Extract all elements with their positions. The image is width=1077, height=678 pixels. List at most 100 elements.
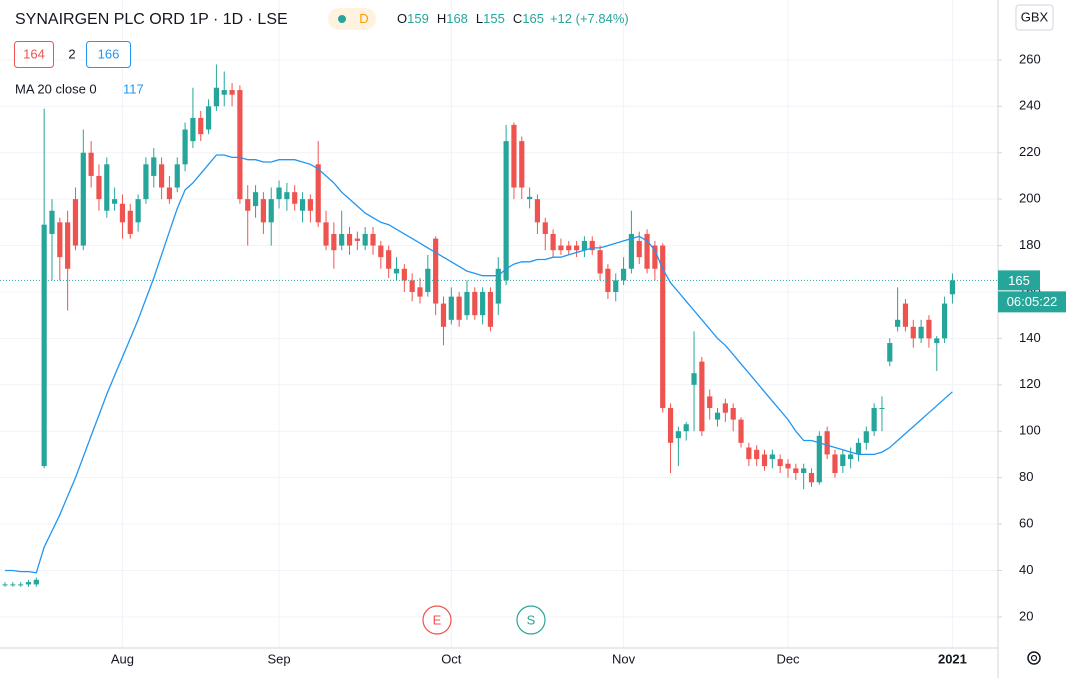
candle-body (18, 584, 24, 586)
candle-body (644, 233, 650, 269)
last-price-label: 165 (1008, 273, 1030, 288)
candle-body (824, 431, 830, 455)
ohlc-label: H (437, 11, 446, 26)
candle-body (707, 396, 713, 409)
candle-body (346, 233, 353, 246)
candle-body (25, 582, 32, 585)
candle-body (754, 449, 760, 460)
candle-body (895, 319, 901, 327)
candle-body (910, 326, 916, 339)
countdown: 06:05:22 (1007, 294, 1058, 309)
candle-body (738, 419, 744, 443)
currency-box[interactable] (1015, 4, 1054, 31)
candle-body (276, 187, 282, 200)
candle-body (942, 303, 948, 339)
x-tick-label: Sep (267, 651, 290, 666)
y-tick-label: 40 (1019, 562, 1033, 577)
event-marker[interactable]: S (516, 605, 546, 635)
candle-body (331, 233, 337, 251)
candle-body (299, 199, 306, 211)
bid-box[interactable] (14, 41, 54, 68)
ohlc-value: 155 (483, 11, 505, 26)
candle-body (88, 152, 94, 176)
candle-body (198, 117, 204, 135)
candle-body (425, 268, 431, 292)
settings-icon[interactable] (1027, 651, 1041, 665)
candle-body (605, 268, 611, 292)
candle-body (393, 268, 400, 274)
gear-hub (1030, 654, 1038, 662)
candle-body (190, 117, 196, 142)
candle-body (245, 199, 251, 211)
candle-body (354, 238, 360, 241)
candle-body (33, 579, 39, 585)
candle-body (949, 280, 956, 295)
candle-body (487, 291, 494, 327)
candle-body (534, 199, 541, 223)
candle-body (440, 303, 447, 327)
badge-bg (328, 8, 376, 30)
candle-body (660, 245, 666, 409)
candle-body (832, 454, 838, 474)
countdown-box (998, 291, 1066, 313)
candle-body (597, 250, 603, 274)
y-tick-label: 140 (1019, 330, 1041, 345)
ask-box[interactable] (86, 41, 131, 68)
x-tick-label: Oct (441, 651, 462, 666)
candle-body (887, 343, 893, 362)
ohlc-value: 159 (407, 11, 429, 26)
event-label: E (433, 612, 442, 627)
candle-body (558, 245, 564, 251)
candle-body (620, 268, 627, 281)
candle-body (378, 245, 384, 258)
spread: 2 (68, 46, 75, 61)
candle-body (174, 164, 180, 188)
candle-body (848, 454, 854, 460)
header: SYNAIRGEN PLC ORD 1P · 1D · LSE D O159 H1… (14, 8, 629, 96)
candle-body (10, 584, 16, 586)
candle-body (221, 90, 227, 95)
candle-body (80, 152, 86, 246)
last-price-box (998, 270, 1040, 291)
candle-body (863, 431, 869, 443)
candle-body (456, 296, 462, 320)
candle-body (57, 222, 63, 258)
candle-body (808, 473, 815, 483)
candle-body (119, 203, 126, 223)
candle-body (237, 90, 243, 200)
candle-body (519, 141, 525, 188)
candle-body (801, 468, 807, 474)
y-tick-label: 120 (1019, 376, 1041, 391)
ohlc-legend: O159 H168 L155 C165 +12 (+7.84%) (397, 11, 629, 26)
event-label: S (527, 612, 536, 627)
event-marker[interactable]: E (422, 605, 452, 635)
y-tick-label: 20 (1019, 608, 1033, 623)
candle-body (135, 199, 141, 223)
y-tick-label: 60 (1019, 516, 1033, 531)
candle-body (714, 412, 721, 420)
candle-body (143, 164, 149, 200)
grid (0, 0, 998, 648)
candle-body (112, 199, 118, 204)
y-tick-label: 220 (1019, 144, 1041, 159)
candle-body (816, 435, 822, 483)
candle-body (480, 291, 486, 316)
candle-body (699, 361, 705, 432)
candle-body (683, 424, 689, 432)
candle-body (96, 175, 102, 200)
candle-body (840, 454, 846, 467)
candle-body (503, 141, 509, 281)
candle-body (268, 199, 274, 223)
candle-body (495, 268, 501, 304)
moving-average-line (5, 154, 953, 574)
y-tick-label: 100 (1019, 423, 1041, 438)
candle-body (628, 233, 634, 269)
candle-body (72, 199, 79, 246)
ask: 166 (98, 46, 120, 61)
y-tick-label: 180 (1019, 237, 1041, 252)
candle-body (65, 222, 71, 269)
plot (2, 64, 956, 587)
candle-body (151, 157, 157, 176)
